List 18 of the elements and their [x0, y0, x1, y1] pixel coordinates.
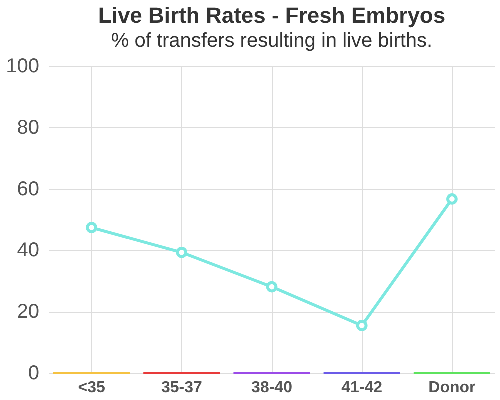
- y-tick-label: 60: [17, 178, 40, 200]
- chart-title: Live Birth Rates - Fresh Embryos: [98, 3, 446, 28]
- x-tick-label: <35: [78, 380, 106, 396]
- point: [266, 281, 278, 293]
- point: [86, 222, 98, 234]
- point: [176, 246, 188, 258]
- point: [356, 320, 368, 332]
- y-tick-label: 40: [17, 240, 40, 262]
- x-tick-label: 41-42: [342, 380, 383, 396]
- point: [446, 194, 458, 205]
- x-tick-label: 38-40: [252, 380, 293, 396]
- x-tick-label: 35-37: [161, 380, 202, 396]
- y-tick-label: 20: [17, 301, 40, 324]
- y-tick-label: 0: [28, 362, 40, 384]
- chart-subtitle: % of transfers resulting in live births.: [111, 30, 433, 52]
- y-tick-label: 80: [17, 116, 40, 139]
- x-tick-label: Donor: [428, 380, 476, 396]
- y-tick-label: 100: [6, 56, 40, 78]
